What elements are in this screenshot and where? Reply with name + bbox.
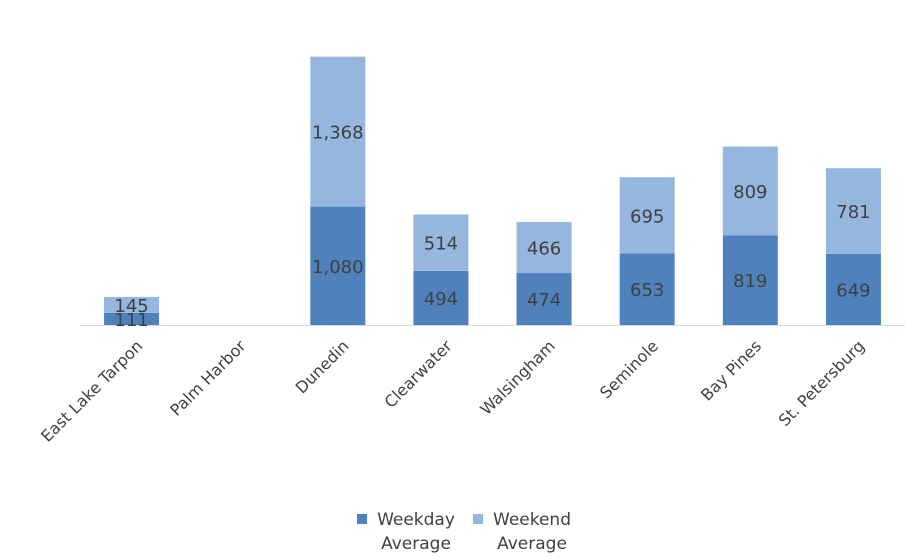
bar-weekday-7 [825,253,881,325]
x-tick-label-7: St. Petersburg [775,336,869,430]
bar-weekend-3 [413,214,469,271]
data-label-weekday-4: 474 [527,290,561,311]
legend-swatch-weekday [357,514,367,524]
legend-swatch-weekend [473,514,483,524]
bar-weekday-5 [619,253,675,325]
bar-weekday-4 [516,273,572,325]
bar-weekday-0 [104,312,160,325]
bar-weekend-0 [104,296,160,313]
data-label-weekend-3: 514 [424,234,458,255]
data-label-weekday-7: 649 [836,280,870,301]
legend: Weekday Average Weekend Average [357,508,577,556]
x-tick-label-4: Walsingham [476,336,558,418]
x-tick-label-3: Clearwater [381,336,457,412]
data-label-weekend-6: 809 [733,182,767,203]
data-label-weekend-7: 781 [836,202,870,223]
legend-label-weekend: Weekend Average [493,510,571,554]
bar-weekend-7 [825,168,881,254]
data-label-weekend-5: 695 [630,206,664,227]
data-label-weekday-2: 1,080 [312,257,364,278]
x-tick-label-5: Seminole [596,336,662,402]
legend-label-weekday: Weekday Average [377,510,455,554]
bar-weekend-2 [310,56,366,207]
data-label-weekday-3: 494 [424,289,458,310]
x-tick-label-2: Dunedin [292,336,353,397]
bar-weekend-5 [619,177,675,254]
x-tick-label-1: Palm Harbor [166,336,250,420]
data-label-weekend-0: 145 [114,296,148,317]
data-label-weekday-5: 653 [630,280,664,301]
bar-weekday-6 [722,235,778,325]
data-label-weekend-2: 1,368 [312,123,364,144]
data-label-weekday-6: 819 [733,271,767,292]
data-label-weekend-4: 466 [527,239,561,260]
bar-weekend-4 [516,221,572,274]
bar-weekday-2 [310,206,366,325]
legend-item-weekday: Weekday Average [357,508,461,556]
legend-item-weekend: Weekend Average [473,508,577,556]
x-tick-label-6: Bay Pines [697,336,765,404]
bar-weekday-3 [413,270,469,325]
data-label-weekday-0: 111 [114,310,148,331]
x-tick-label-0: East Lake Tarpon [37,336,146,445]
bar-weekend-6 [722,146,778,236]
